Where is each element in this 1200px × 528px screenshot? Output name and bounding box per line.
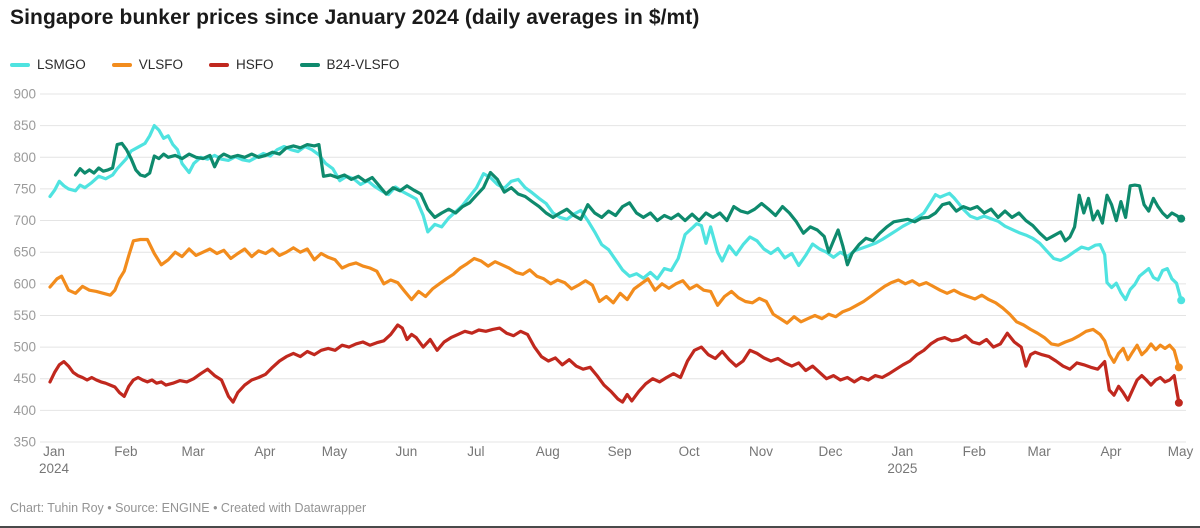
- legend-label: LSMGO: [37, 57, 86, 72]
- x-axis-tick-label: Jan: [891, 444, 913, 459]
- legend-label: B24-VLSFO: [326, 57, 400, 72]
- legend-item-b24-vlsfo: B24-VLSFO: [299, 57, 400, 72]
- attribution-text: Chart: Tuhin Roy • Source: ENGINE • Crea…: [10, 501, 367, 515]
- x-axis-year-label: 2025: [887, 461, 917, 476]
- bottom-border: [0, 526, 1200, 528]
- page-title: Singapore bunker prices since January 20…: [10, 6, 700, 29]
- legend-item-hsfo: HSFO: [209, 57, 274, 72]
- series-end-dot-lsmgo: [1177, 296, 1186, 305]
- legend-swatch-icon: [209, 62, 230, 67]
- x-axis-tick-label: May: [322, 444, 348, 459]
- x-axis-tick-label: Feb: [114, 444, 137, 459]
- y-axis-tick-label: 650: [13, 245, 36, 260]
- y-axis-tick-label: 700: [13, 213, 36, 228]
- y-axis-tick-label: 900: [13, 87, 36, 102]
- y-axis-tick-label: 500: [13, 340, 36, 355]
- y-axis-tick-label: 800: [13, 150, 36, 165]
- x-axis-tick-label: Oct: [679, 444, 700, 459]
- x-axis-tick-label: Feb: [963, 444, 986, 459]
- x-axis-tick-label: Jun: [395, 444, 417, 459]
- x-axis-tick-label: Jan: [43, 444, 65, 459]
- x-axis-tick-label: Sep: [608, 444, 632, 459]
- legend-swatch-icon: [111, 62, 132, 67]
- legend-swatch-icon: [10, 62, 30, 67]
- x-axis-tick-label: Jul: [467, 444, 484, 459]
- x-axis-tick-label: Apr: [1101, 444, 1123, 459]
- x-axis-tick-label: Mar: [181, 444, 205, 459]
- x-axis-tick-label: May: [1168, 444, 1194, 459]
- series-end-dot-b24-vlsfo: [1177, 214, 1186, 223]
- legend-label: HSFO: [236, 57, 274, 72]
- x-axis-tick-label: Mar: [1028, 444, 1052, 459]
- series-line-b24-vlsfo: [73, 141, 1183, 267]
- legend-item-vlsfo: VLSFO: [111, 57, 184, 72]
- series-line-lsmgo: [48, 123, 1183, 302]
- x-axis-tick-label: Dec: [819, 444, 843, 459]
- legend-label: VLSFO: [138, 57, 184, 72]
- y-axis-tick-label: 550: [13, 308, 36, 323]
- x-axis-tick-label: Nov: [749, 444, 773, 459]
- y-axis-tick-label: 600: [13, 276, 36, 291]
- series-line-vlsfo: [48, 237, 1181, 369]
- y-axis-tick-label: 850: [13, 118, 36, 133]
- series-end-dot-hsfo: [1174, 398, 1183, 407]
- x-axis-tick-label: Aug: [536, 444, 560, 459]
- x-axis-tick-label: Apr: [254, 444, 276, 459]
- series-end-dot-vlsfo: [1174, 363, 1183, 372]
- y-axis-tick-label: 750: [13, 181, 36, 196]
- series-line-hsfo: [48, 323, 1181, 405]
- x-axis-year-label: 2024: [39, 461, 70, 476]
- legend-swatch-icon: [299, 62, 320, 67]
- legend-item-lsmgo: LSMGO: [10, 57, 86, 72]
- y-axis-tick-label: 450: [13, 371, 36, 386]
- y-axis-tick-label: 400: [13, 403, 36, 418]
- chart-legend: LSMGO VLSFO HSFO B24-VLSFO: [10, 57, 399, 72]
- y-axis-tick-label: 350: [13, 435, 36, 450]
